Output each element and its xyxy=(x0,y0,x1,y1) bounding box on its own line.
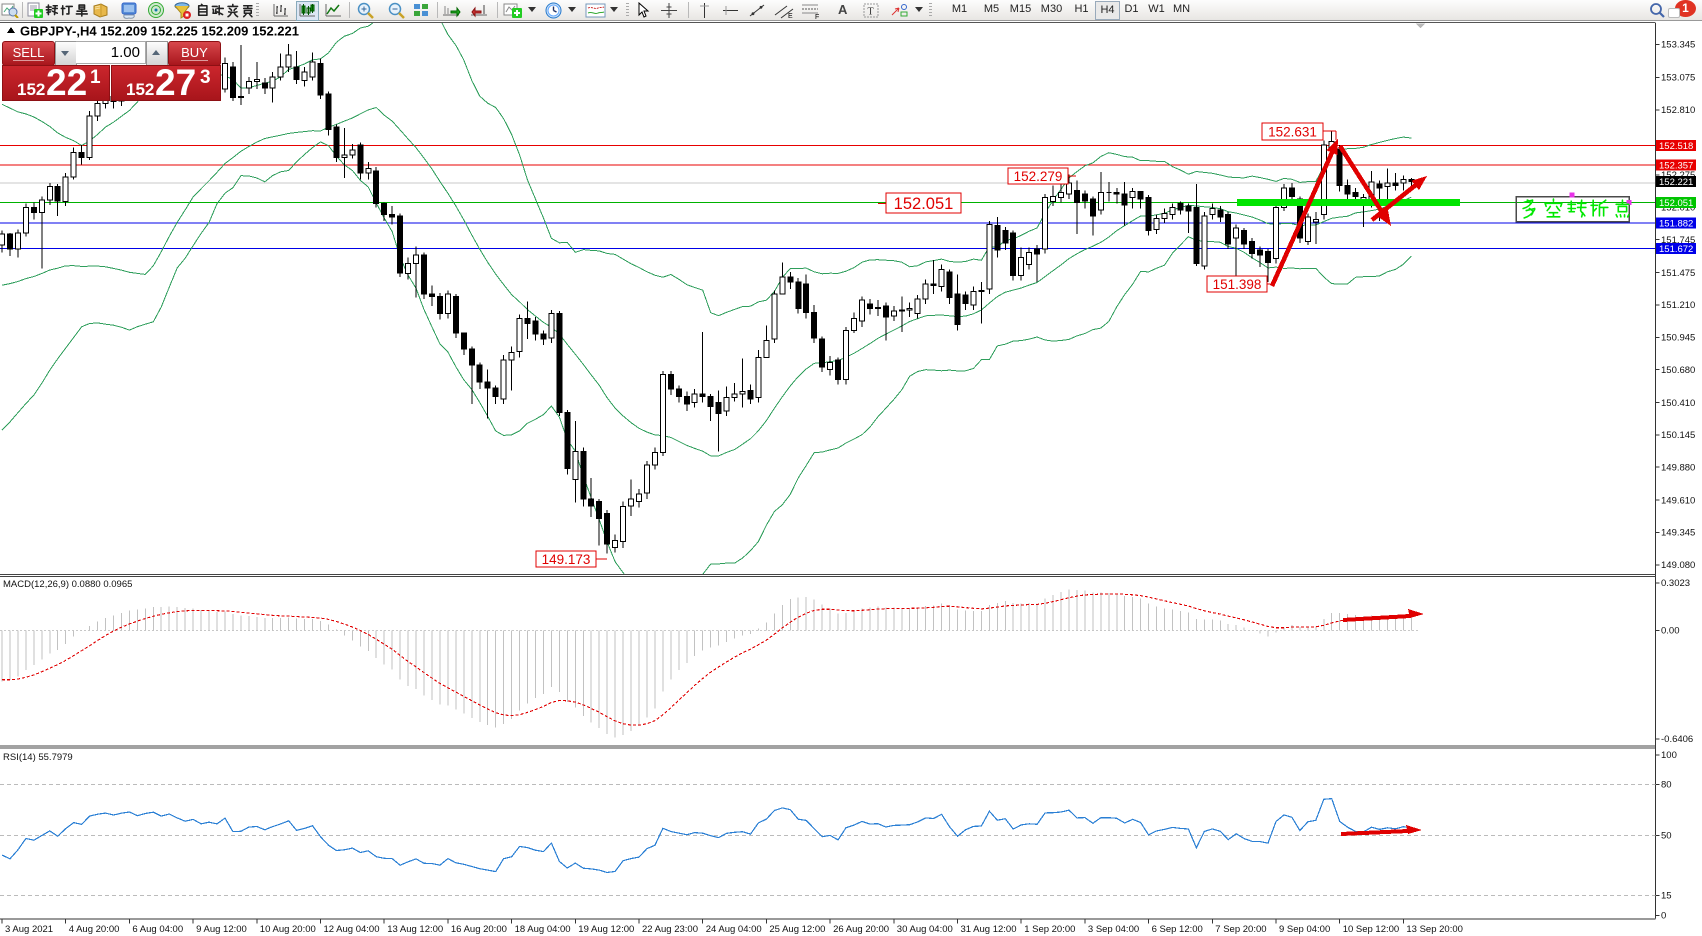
svg-text:6 Sep 12:00: 6 Sep 12:00 xyxy=(1152,924,1203,935)
svg-text:149.345: 149.345 xyxy=(1661,528,1695,539)
svg-text:152.631: 152.631 xyxy=(1268,124,1317,139)
svg-text:22 Aug 23:00: 22 Aug 23:00 xyxy=(642,924,698,935)
svg-text:1 Sep 20:00: 1 Sep 20:00 xyxy=(1024,924,1075,935)
svg-text:151.672: 151.672 xyxy=(1659,244,1693,255)
svg-text:16 Aug 20:00: 16 Aug 20:00 xyxy=(451,924,507,935)
svg-text:10 Aug 20:00: 10 Aug 20:00 xyxy=(260,924,316,935)
svg-text:9 Sep 04:00: 9 Sep 04:00 xyxy=(1279,924,1330,935)
svg-text:18 Aug 04:00: 18 Aug 04:00 xyxy=(515,924,571,935)
svg-text:T: T xyxy=(868,7,874,18)
svg-text:152.275: 152.275 xyxy=(1661,170,1695,181)
svg-text:150.410: 150.410 xyxy=(1661,398,1695,409)
svg-text:0.3023: 0.3023 xyxy=(1661,578,1690,589)
svg-text:152.051: 152.051 xyxy=(894,195,954,213)
svg-text:MACD(12,26,9) 0.0880 0.0965: MACD(12,26,9) 0.0880 0.0965 xyxy=(3,579,132,590)
svg-text:150.945: 150.945 xyxy=(1661,333,1695,344)
svg-text:9 Aug 12:00: 9 Aug 12:00 xyxy=(196,924,247,935)
svg-text:149.880: 149.880 xyxy=(1661,462,1695,473)
svg-text:152.221: 152.221 xyxy=(1659,177,1693,188)
svg-text:152.010: 152.010 xyxy=(1661,203,1695,214)
svg-text:152.518: 152.518 xyxy=(1659,141,1693,152)
svg-text:150.680: 150.680 xyxy=(1661,365,1695,376)
svg-text:153.075: 153.075 xyxy=(1661,73,1695,84)
svg-text:151.210: 151.210 xyxy=(1661,300,1695,311)
svg-text:13 Aug 12:00: 13 Aug 12:00 xyxy=(387,924,443,935)
svg-text:19 Aug 12:00: 19 Aug 12:00 xyxy=(578,924,634,935)
svg-text:GBPJPY-,H4 152.209 152.225 15: GBPJPY-,H4 152.209 152.225 152.209 152.2… xyxy=(20,24,299,39)
svg-text:15: 15 xyxy=(1661,890,1672,901)
svg-text:149.080: 149.080 xyxy=(1661,560,1695,571)
svg-text:F: F xyxy=(815,14,819,19)
svg-text:31 Aug 12:00: 31 Aug 12:00 xyxy=(961,924,1017,935)
svg-text:13 Sep 20:00: 13 Sep 20:00 xyxy=(1406,924,1463,935)
svg-text:152.051: 152.051 xyxy=(1659,198,1693,209)
svg-text:149.173: 149.173 xyxy=(542,552,591,567)
svg-text:12 Aug 04:00: 12 Aug 04:00 xyxy=(324,924,380,935)
svg-text:152.279: 152.279 xyxy=(1014,169,1063,184)
svg-text:0.00: 0.00 xyxy=(1661,626,1680,637)
svg-text:150.145: 150.145 xyxy=(1661,430,1695,441)
svg-text:3 Sep 04:00: 3 Sep 04:00 xyxy=(1088,924,1139,935)
svg-text:153.345: 153.345 xyxy=(1661,40,1695,51)
svg-text:149.610: 149.610 xyxy=(1661,495,1695,506)
svg-text:-0.6406: -0.6406 xyxy=(1661,734,1693,745)
svg-text:4 Aug 20:00: 4 Aug 20:00 xyxy=(69,924,120,935)
svg-text:151.398: 151.398 xyxy=(1213,277,1262,292)
svg-text:7 Sep 20:00: 7 Sep 20:00 xyxy=(1215,924,1266,935)
svg-text:10 Sep 12:00: 10 Sep 12:00 xyxy=(1343,924,1400,935)
svg-text:152.810: 152.810 xyxy=(1661,105,1695,116)
svg-text:151.475: 151.475 xyxy=(1661,268,1695,279)
svg-text:25 Aug 12:00: 25 Aug 12:00 xyxy=(769,924,825,935)
svg-text:26 Aug 20:00: 26 Aug 20:00 xyxy=(833,924,889,935)
svg-text:151.745: 151.745 xyxy=(1661,235,1695,246)
svg-text:100: 100 xyxy=(1661,750,1677,761)
svg-text:RSI(14) 55.7979: RSI(14) 55.7979 xyxy=(3,752,73,763)
svg-text:30 Aug 04:00: 30 Aug 04:00 xyxy=(897,924,953,935)
svg-text:6 Aug 04:00: 6 Aug 04:00 xyxy=(132,924,183,935)
svg-text:50: 50 xyxy=(1661,831,1672,842)
svg-text:E: E xyxy=(788,13,793,19)
svg-text:151.882: 151.882 xyxy=(1659,218,1693,229)
svg-text:24 Aug 04:00: 24 Aug 04:00 xyxy=(706,924,762,935)
svg-text:80: 80 xyxy=(1661,780,1672,791)
svg-text:3 Aug 2021: 3 Aug 2021 xyxy=(5,924,53,935)
svg-text:0: 0 xyxy=(1661,911,1666,922)
svg-text:152.357: 152.357 xyxy=(1659,160,1693,171)
